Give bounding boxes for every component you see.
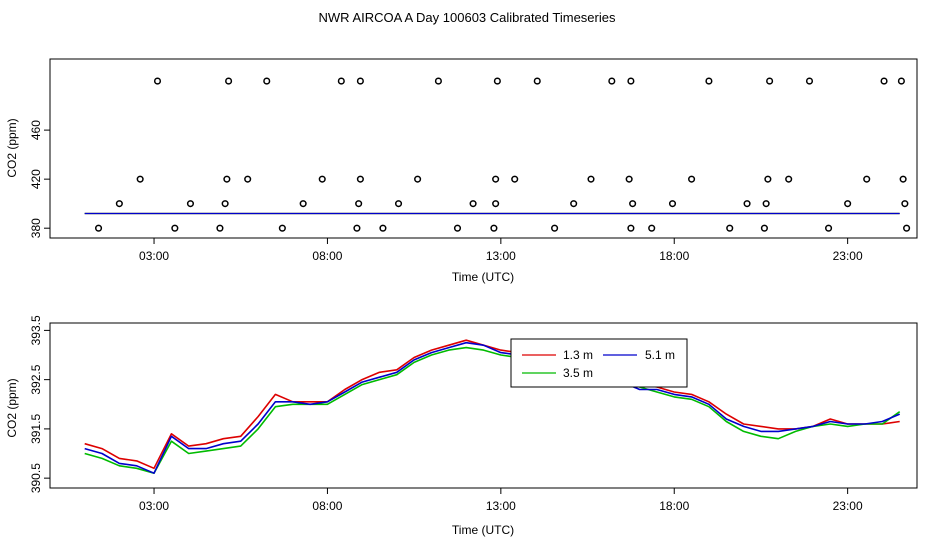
top-scatter-point: [469, 200, 477, 208]
top-scatter-point: [299, 200, 307, 208]
top-scatter-point: [899, 175, 907, 183]
top-scatter-point: [551, 224, 559, 232]
top-scatter-point: [863, 175, 871, 183]
top-scatter-point: [629, 200, 637, 208]
top-scatter-point: [897, 77, 905, 85]
series-line-5-1m: [84, 341, 901, 475]
top-scatter-point: [356, 175, 364, 183]
top-scatter-point: [533, 77, 541, 85]
top-scatter-point: [901, 200, 909, 208]
p0-y-tick-label: 460: [29, 120, 43, 140]
top-scatter-point: [764, 175, 772, 183]
bottom-plot-area: 03:00 08:00 13:00 18:00 23:00 390.5 391.5 392.5…: [29, 315, 901, 513]
bottom-x-axis-label: Time (UTC): [452, 523, 514, 537]
figure-title: NWR AIRCOA A Day 100603 Calibrated Times…: [319, 10, 616, 25]
legend-label-5-1m: 5.1 m: [645, 348, 675, 362]
top-scatter-point: [511, 175, 519, 183]
top-scatter-point: [95, 224, 103, 232]
p1-y-tick-label: 393.5: [29, 315, 43, 345]
top-scatter-point: [587, 175, 595, 183]
top-scatter-point: [627, 77, 635, 85]
series-line-3-5m: [84, 346, 901, 475]
p0-y-tick-label: 380: [29, 218, 43, 238]
top-scatter-point: [337, 77, 345, 85]
p1-y-tick-label: 390.5: [29, 463, 43, 493]
top-scatter-point: [762, 200, 770, 208]
p1-x-tick-label: 18:00: [659, 499, 689, 513]
top-scatter-point: [490, 224, 498, 232]
legend: 1.3 m 3.5 m 5.1 m: [510, 338, 688, 388]
top-scatter-point: [153, 77, 162, 85]
top-scatter-point: [186, 200, 195, 208]
top-scatter-point: [278, 224, 286, 232]
p1-x-tick-label: 13:00: [486, 499, 516, 513]
legend-label-1-3m: 1.3 m: [563, 348, 593, 362]
top-scatter-point: [355, 200, 363, 208]
top-scatter-point: [844, 200, 852, 208]
top-scatter-point: [414, 175, 422, 183]
top-scatter-point: [805, 77, 814, 85]
top-scatter-point: [492, 200, 500, 208]
top-x-axis-label: Time (UTC): [452, 270, 514, 284]
top-scatter-point: [223, 175, 231, 183]
legend-label-3-5m: 3.5 m: [563, 366, 593, 380]
top-plot-frame: [49, 58, 918, 239]
series-line-1-3m: [84, 339, 900, 470]
p1-y-tick-label: 392.5: [29, 364, 43, 394]
top-scatter-point: [318, 175, 326, 183]
top-scatter-point: [785, 175, 793, 183]
top-scatter-point: [136, 175, 144, 183]
top-scatter-point: [216, 224, 224, 232]
top-scatter-point: [668, 200, 677, 208]
p1-x-tick-label: 03:00: [139, 499, 169, 513]
top-scatter-point: [726, 224, 734, 232]
top-scatter-point: [394, 200, 403, 208]
top-scatter-point: [880, 77, 888, 85]
top-scatter-point: [356, 77, 364, 85]
top-scatter-point: [225, 77, 233, 85]
top-scatter-point: [493, 77, 501, 85]
top-y-axis-label: CO2 (ppm): [5, 118, 19, 177]
top-scatter-point: [353, 224, 361, 232]
top-scatter-point: [743, 200, 751, 208]
top-scatter-point: [608, 77, 616, 85]
top-scatter-point: [760, 224, 768, 232]
p1-y-tick-label: 391.5: [29, 414, 43, 444]
top-scatter-point: [453, 224, 462, 232]
top-scatter-point: [115, 200, 123, 208]
legend-box: [510, 338, 688, 388]
top-scatter-point: [221, 200, 229, 208]
top-scatter-point: [434, 77, 442, 85]
top-scatter-point: [379, 224, 387, 232]
top-scatter-point: [263, 77, 271, 85]
p0-x-tick-label: 18:00: [659, 249, 689, 263]
p0-x-tick-label: 23:00: [833, 249, 863, 263]
top-scatter-point: [625, 175, 633, 183]
top-scatter-point: [648, 224, 656, 232]
p1-x-tick-label: 08:00: [312, 499, 342, 513]
top-scatter-point: [627, 224, 635, 232]
p0-x-tick-label: 13:00: [486, 249, 516, 263]
p0-x-tick-label: 03:00: [139, 249, 169, 263]
top-scatter-point: [825, 224, 833, 232]
top-scatter-point: [171, 224, 179, 232]
top-scatter-point: [903, 224, 911, 232]
top-scatter-point: [705, 77, 713, 85]
p0-y-tick-label: 420: [29, 169, 43, 189]
top-scatter-point: [766, 77, 774, 85]
bottom-plot-frame: [49, 322, 918, 489]
top-scatter-point: [244, 175, 252, 183]
top-scatter-point: [492, 175, 500, 183]
p0-x-tick-label: 08:00: [312, 249, 342, 263]
p1-x-tick-label: 23:00: [833, 499, 863, 513]
top-scatter-point: [570, 200, 578, 208]
top-scatter-point: [688, 175, 696, 183]
top-plot-area: 03:00 08:00 13:00 18:00 23:00 380 420 460: [29, 77, 911, 263]
bottom-y-axis-label: CO2 (ppm): [5, 378, 19, 437]
